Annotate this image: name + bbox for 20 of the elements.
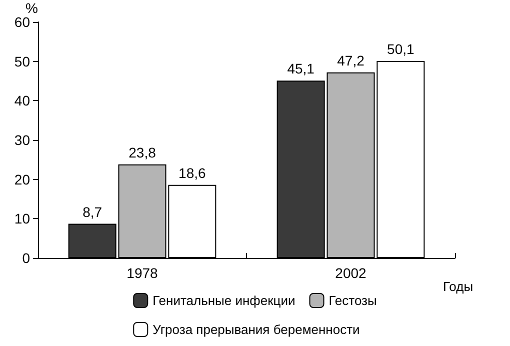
x-tick-label: 2002 bbox=[335, 265, 367, 281]
y-tick-label: 50 bbox=[14, 53, 30, 70]
data-label: 8,7 bbox=[82, 204, 102, 220]
data-label: 18,6 bbox=[178, 164, 206, 181]
y-tick-label: 40 bbox=[14, 92, 30, 109]
data-label: 23,8 bbox=[128, 144, 156, 160]
data-label: 47,2 bbox=[337, 52, 365, 68]
legend-label: Гестозы bbox=[328, 293, 377, 308]
y-axis-title: % bbox=[26, 0, 38, 16]
y-tick-label: 0 bbox=[22, 250, 30, 266]
y-tick-label: 10 bbox=[14, 210, 30, 227]
x-tick-label: 1978 bbox=[126, 265, 158, 281]
y-tick-label: 60 bbox=[14, 14, 30, 30]
y-tick-label: 20 bbox=[14, 171, 30, 188]
data-label: 45,1 bbox=[287, 60, 315, 77]
data-label: 50,1 bbox=[387, 40, 415, 57]
legend-label: Генитальные инфекции bbox=[152, 293, 296, 308]
y-tick-label: 30 bbox=[14, 132, 30, 148]
x-axis-title: Годы bbox=[443, 279, 474, 294]
legend-label: Угроза прерывания беременности bbox=[152, 322, 360, 337]
